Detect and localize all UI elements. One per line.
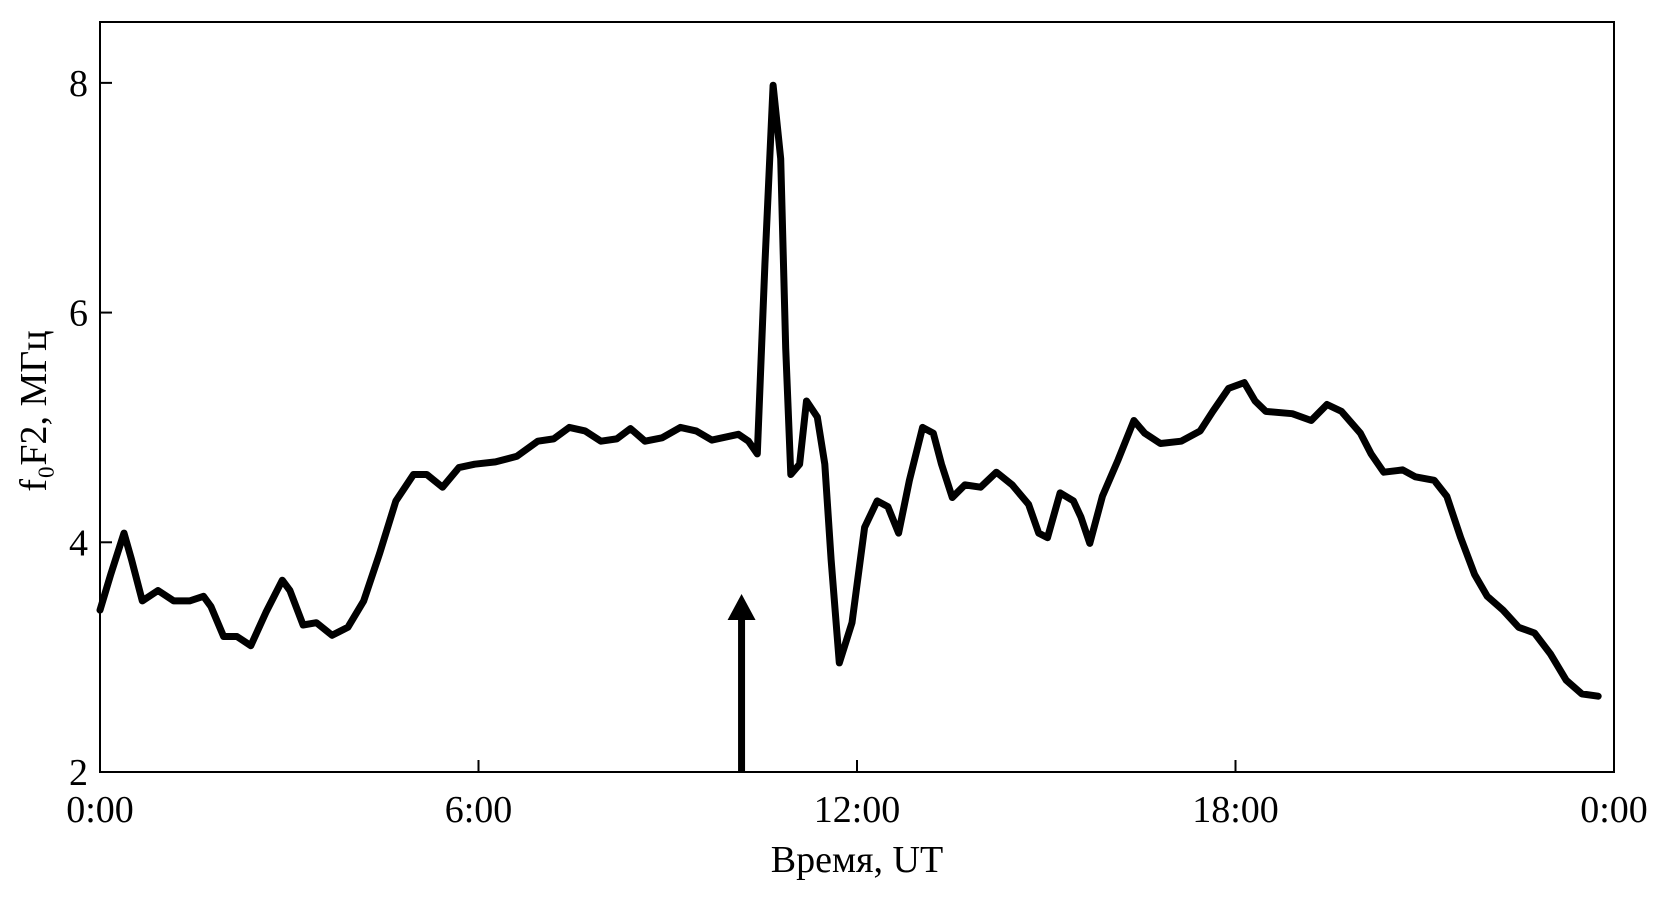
data-line — [96, 81, 1602, 700]
x-tick-label: 6:00 — [445, 789, 513, 831]
y-tick-label: 6 — [69, 293, 88, 335]
x-tick-label: 0:00 — [66, 789, 134, 831]
x-axis-label: Время, UT — [771, 839, 943, 881]
arrow-head — [727, 593, 756, 620]
x-tick-label: 18:00 — [1192, 789, 1279, 831]
plot-frame — [99, 21, 1615, 773]
annotation-arrow — [727, 593, 756, 772]
x-tick-label: 12:00 — [814, 789, 901, 831]
y-tick-label: 8 — [69, 63, 88, 105]
y-axis-label: f₀F2, МГц — [13, 330, 55, 491]
x-tick-label: 0:00 — [1580, 789, 1648, 831]
y-tick-label: 4 — [69, 522, 88, 564]
y-tick-label: 2 — [69, 752, 88, 794]
